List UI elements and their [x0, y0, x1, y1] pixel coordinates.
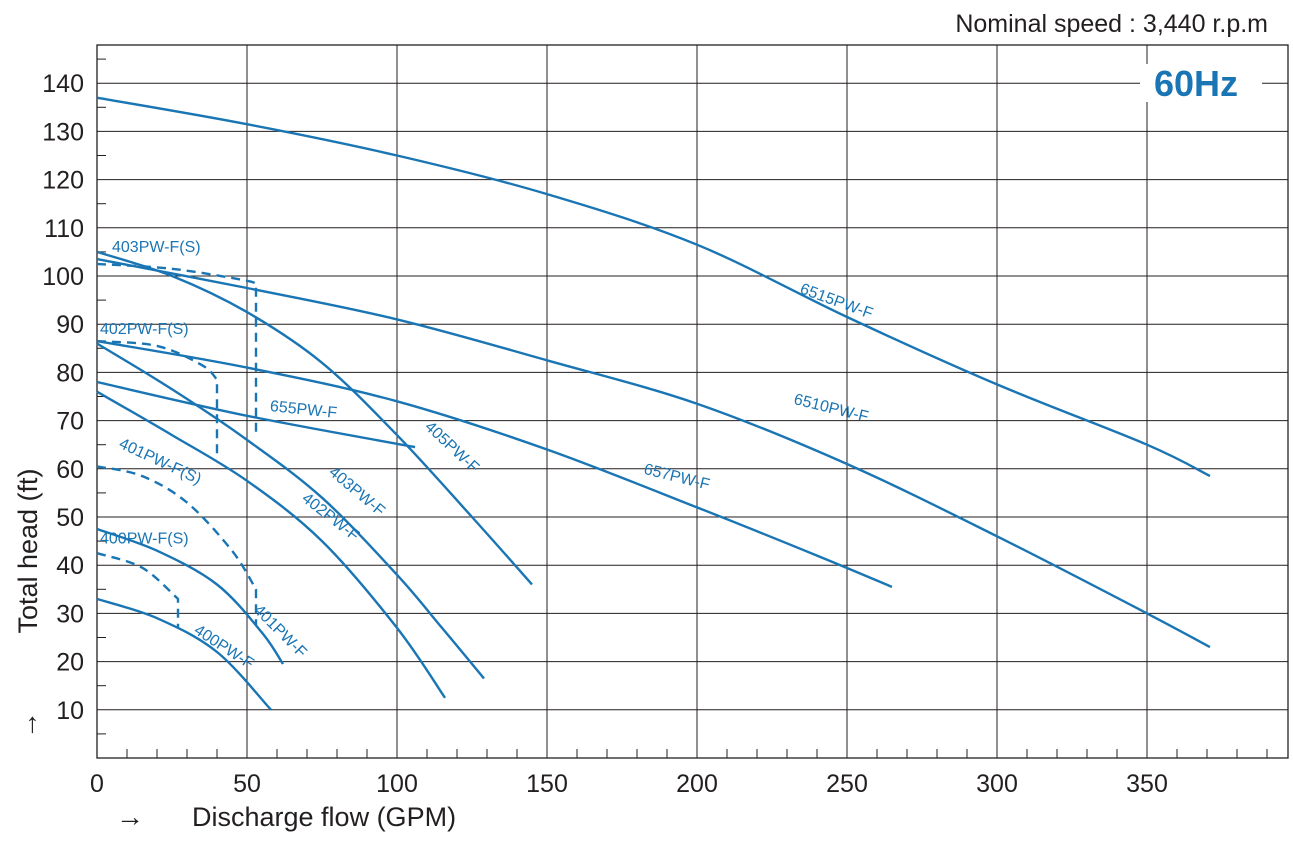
x-tick-label: 250: [826, 770, 868, 798]
x-tick-label: 200: [676, 770, 718, 798]
y-tick-label: 110: [44, 215, 84, 243]
y-tick-label: 100: [42, 263, 84, 291]
curve-402pw-f-s: [96, 339, 219, 457]
curve-400pw-f-s: [96, 551, 180, 628]
y-axis-title: Total head (ft): [13, 468, 43, 633]
x-tick-label: 150: [526, 770, 568, 798]
curve-label: 405PW-F: [421, 418, 482, 476]
curve-400pw-f: [96, 597, 272, 711]
curve-657pw-f: [96, 339, 893, 589]
curve-402pw-f: [96, 390, 446, 699]
y-tick-label: 120: [42, 167, 84, 195]
y-tick-label: 20: [56, 649, 84, 677]
x-tick-label: 50: [233, 770, 261, 798]
curve-6515pw-f: [96, 96, 1211, 478]
curve-label: 400PW-F(S): [100, 531, 189, 548]
curve-label: 401PW-F(S): [116, 435, 203, 488]
x-tick-label: 350: [1126, 770, 1168, 798]
curve-403pw-f-s: [96, 262, 258, 438]
plot-frame: [96, 44, 1289, 759]
x-tick-label: 300: [976, 770, 1018, 798]
curve-655pw-f: [96, 380, 416, 449]
curve-401pw-f: [96, 527, 285, 665]
y-tick-label: 80: [56, 359, 84, 387]
x-axis-title: Discharge flow (GPM): [192, 802, 456, 832]
frequency-badge-bg: [1140, 64, 1262, 102]
curve-403pw-f: [96, 342, 485, 680]
curve-label: 403PW-F(S): [112, 239, 201, 256]
nominal-speed-note: Nominal speed : 3,440 r.p.m: [955, 10, 1268, 38]
curve-6510pw-f: [96, 257, 1211, 649]
curve-label: 401PW-F: [250, 602, 310, 662]
curve-labels-layer: 6515PW-F6510PW-F657PW-F655PW-F405PW-F403…: [100, 239, 875, 673]
curve-label: 6515PW-F: [798, 281, 876, 323]
frequency-badge: 60Hz: [1154, 63, 1238, 104]
y-tick-label: 70: [56, 408, 84, 436]
y-tick-label: 90: [56, 311, 84, 339]
x-tick-label: 0: [90, 770, 104, 798]
curve-label: 655PW-F: [269, 398, 338, 422]
tick-labels-layer: 0 50 100 150 200 250 300 350 10 20 30 40 50 60 70 80 90 1…: [42, 70, 1168, 798]
y-tick-label: 130: [42, 118, 84, 146]
curve-401pw-f-s: [96, 465, 258, 626]
y-tick-label: 40: [56, 552, 84, 580]
curves-layer: [96, 96, 1211, 711]
x-axis-arrow: →: [116, 801, 144, 832]
y-tick-label: 50: [56, 504, 84, 532]
x-tick-label: 100: [376, 770, 418, 798]
curve-label: 402PW-F(S): [100, 321, 189, 338]
curve-405pw-f: [96, 250, 533, 586]
y-tick-label: 10: [56, 697, 84, 725]
y-tick-label: 140: [42, 70, 84, 98]
y-axis-arrow: →: [12, 711, 43, 739]
y-tick-label: 60: [56, 456, 84, 484]
y-tick-label: 30: [56, 600, 84, 628]
